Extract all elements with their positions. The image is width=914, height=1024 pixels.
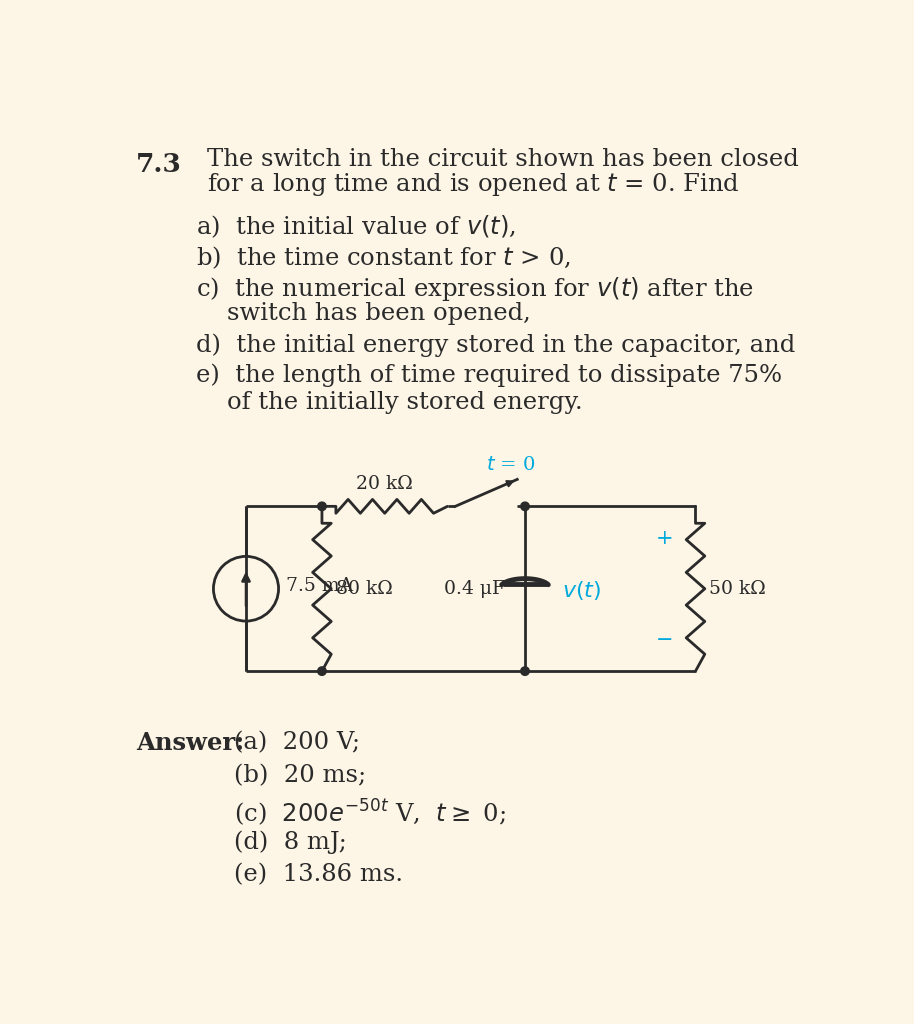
Circle shape bbox=[521, 667, 529, 676]
Text: 20 kΩ: 20 kΩ bbox=[356, 475, 413, 494]
Text: (c)  $200e^{-50t}$ V,  $t \geq$ 0;: (c) $200e^{-50t}$ V, $t \geq$ 0; bbox=[234, 798, 506, 828]
Text: (d)  8 mJ;: (d) 8 mJ; bbox=[234, 830, 347, 854]
Text: of the initially stored energy.: of the initially stored energy. bbox=[227, 391, 582, 414]
Text: $t$ = 0: $t$ = 0 bbox=[486, 456, 536, 474]
Text: b)  the time constant for $t$ > 0,: b) the time constant for $t$ > 0, bbox=[196, 245, 570, 271]
Text: +: + bbox=[655, 529, 674, 549]
Text: −: − bbox=[655, 631, 674, 649]
Circle shape bbox=[318, 502, 326, 511]
Text: $v(t)$: $v(t)$ bbox=[562, 579, 601, 602]
Text: 7.5 mA: 7.5 mA bbox=[286, 577, 354, 595]
Text: switch has been opened,: switch has been opened, bbox=[227, 302, 530, 326]
Text: e)  the length of time required to dissipate 75%: e) the length of time required to dissip… bbox=[196, 364, 781, 387]
Text: (e)  13.86 ms.: (e) 13.86 ms. bbox=[234, 863, 403, 887]
Text: for a long time and is opened at $t$ = 0. Find: for a long time and is opened at $t$ = 0… bbox=[207, 171, 740, 198]
Text: c)  the numerical expression for $v(t)$ after the: c) the numerical expression for $v(t)$ a… bbox=[196, 275, 754, 303]
Text: Answer:: Answer: bbox=[136, 731, 244, 755]
Text: 80 kΩ: 80 kΩ bbox=[336, 580, 393, 598]
Text: 7.3: 7.3 bbox=[136, 153, 182, 177]
Text: 50 kΩ: 50 kΩ bbox=[709, 580, 766, 598]
Text: The switch in the circuit shown has been closed: The switch in the circuit shown has been… bbox=[207, 147, 799, 171]
Text: 0.4 μF: 0.4 μF bbox=[443, 580, 505, 598]
Circle shape bbox=[521, 502, 529, 511]
Text: d)  the initial energy stored in the capacitor, and: d) the initial energy stored in the capa… bbox=[196, 333, 795, 356]
Text: a)  the initial value of $v(t)$,: a) the initial value of $v(t)$, bbox=[196, 214, 515, 241]
Text: (b)  20 ms;: (b) 20 ms; bbox=[234, 764, 367, 787]
Circle shape bbox=[318, 667, 326, 676]
Text: (a)  200 V;: (a) 200 V; bbox=[234, 731, 360, 755]
